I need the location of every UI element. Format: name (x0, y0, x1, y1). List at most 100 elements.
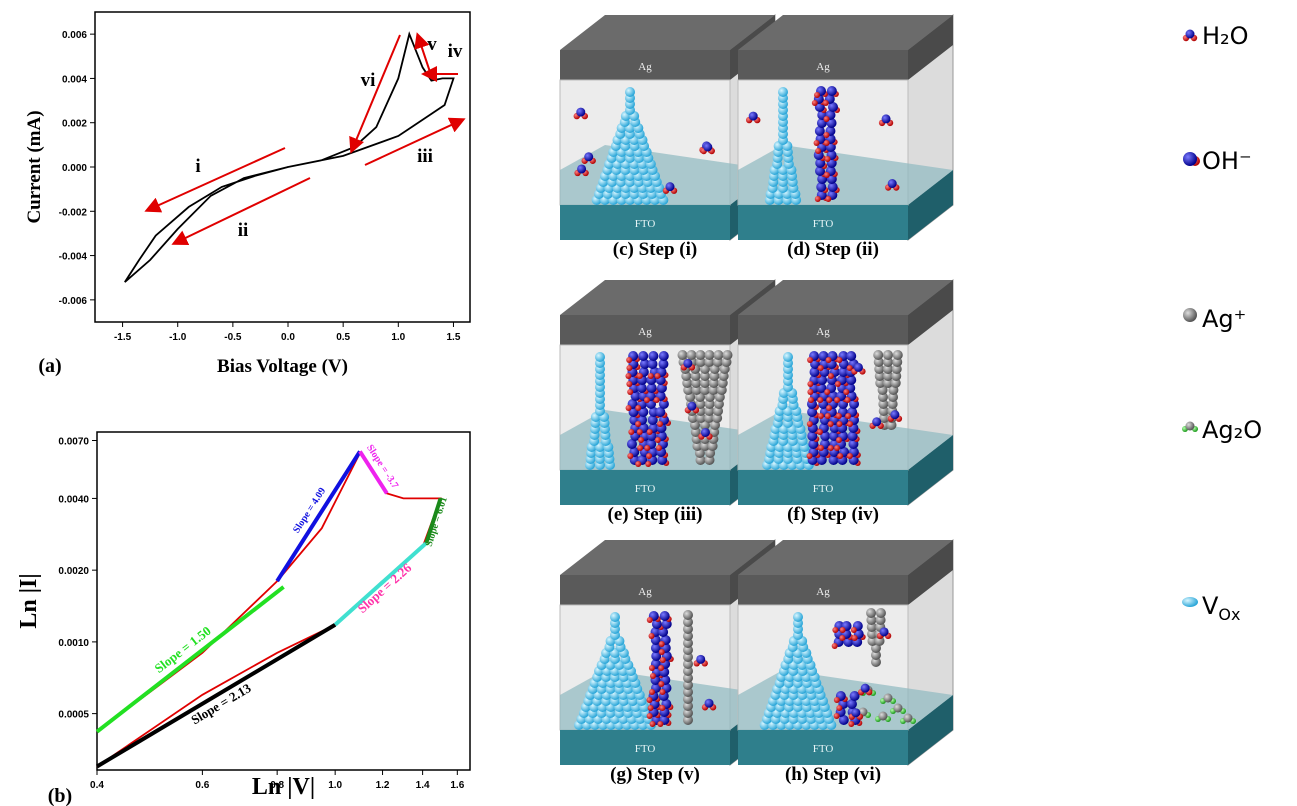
slope-label: Slope = 2.13 (188, 680, 254, 727)
sphere (840, 627, 846, 633)
sphere (626, 381, 632, 387)
sphere (826, 405, 832, 411)
sphere (638, 351, 648, 361)
y-tick-label: 0.006 (62, 30, 87, 41)
sphere (823, 100, 829, 106)
sphere (628, 429, 634, 435)
panel-label: (b) (48, 785, 72, 806)
sphere (904, 714, 913, 723)
sphere (826, 397, 832, 403)
sphere (638, 437, 644, 443)
sphere (825, 413, 831, 419)
x-tick-label: 1.6 (450, 780, 464, 791)
x-tick-label: -1.0 (169, 332, 187, 343)
sphere (650, 673, 656, 679)
sphere (888, 179, 897, 188)
sphere (647, 713, 653, 719)
x-tick-label: 0.5 (336, 332, 350, 343)
legend-icon (1183, 152, 1200, 166)
sphere (866, 608, 876, 618)
sphere (749, 112, 758, 121)
y-tick-label: 0.002 (62, 119, 87, 130)
data-line (125, 34, 454, 282)
sphere (703, 142, 712, 151)
sphere (658, 681, 664, 687)
substrate-label: FTO (635, 743, 656, 755)
y-tick-label: 0.0005 (58, 710, 89, 721)
sphere (851, 708, 860, 717)
x-tick-label: 1.2 (376, 780, 390, 791)
x-axis-label: Bias Voltage (V) (217, 356, 348, 377)
sphere (872, 417, 881, 426)
sphere (873, 350, 883, 360)
electrode-label: Ag (638, 61, 652, 73)
sphere (637, 429, 643, 435)
sphere (645, 461, 651, 467)
sphere (824, 172, 830, 178)
sphere (847, 453, 853, 459)
electrode-label: Ag (638, 586, 652, 598)
y-tick-label: -0.006 (59, 296, 88, 307)
y-axis-label: Ln |I| (16, 573, 42, 628)
substrate-label: FTO (813, 483, 834, 495)
sphere (812, 100, 818, 106)
sphere (817, 397, 823, 403)
sphere (705, 699, 714, 708)
sphere (659, 705, 665, 711)
sphere (635, 461, 641, 467)
sphere (883, 350, 893, 360)
y-tick-label: -0.002 (59, 207, 88, 218)
sphere (880, 627, 889, 636)
sphere (818, 413, 824, 419)
sphere (657, 421, 663, 427)
device-panel: AgFTO (738, 280, 953, 505)
x-tick-label: 1.5 (447, 332, 461, 343)
x-tick-label: 0.4 (90, 780, 104, 791)
sphere (660, 657, 666, 663)
slope-label: Slope = 2.26 (354, 560, 414, 616)
legend-label: H₂O (1202, 22, 1249, 50)
legend-label: OH⁻ (1202, 147, 1252, 175)
sphere (659, 641, 665, 647)
sphere (649, 665, 655, 671)
x-tick-label: 1.0 (328, 780, 342, 791)
sphere (845, 413, 851, 419)
panel-caption: (f) Step (iv) (787, 504, 879, 525)
sphere (626, 365, 632, 371)
sphere (655, 437, 661, 443)
sphere (879, 712, 888, 721)
sphere (823, 132, 829, 138)
sphere (660, 611, 670, 621)
panel-caption: (h) Step (vi) (785, 764, 881, 785)
sphere (824, 389, 830, 395)
sphere (828, 445, 834, 451)
sphere (687, 402, 696, 411)
sphere (847, 421, 853, 427)
panel-caption: (e) Step (iii) (608, 504, 703, 525)
sphere (625, 373, 631, 379)
legend-text: OH⁻ (1202, 147, 1252, 175)
sphere (783, 352, 793, 362)
legend-icon (1182, 597, 1198, 607)
sphere (835, 381, 841, 387)
sphere (894, 704, 903, 713)
sphere (610, 612, 620, 622)
sphere (637, 373, 643, 379)
sphere (648, 705, 654, 711)
x-tick-label: 1.0 (391, 332, 405, 343)
sphere (807, 381, 813, 387)
sphere (839, 635, 845, 641)
y-axis-label: Current (mA) (24, 110, 45, 223)
sphere (1183, 152, 1197, 166)
sphere (854, 363, 863, 372)
legend-text: Ag₂O (1202, 416, 1262, 444)
sphere (846, 351, 856, 361)
substrate-label: FTO (813, 218, 834, 230)
panel-caption: (g) Step (v) (610, 764, 700, 785)
sphere (683, 610, 693, 620)
plot-frame (97, 432, 470, 770)
sphere (704, 350, 714, 360)
sphere (658, 665, 664, 671)
sphere (666, 182, 675, 191)
sphere (834, 445, 840, 451)
